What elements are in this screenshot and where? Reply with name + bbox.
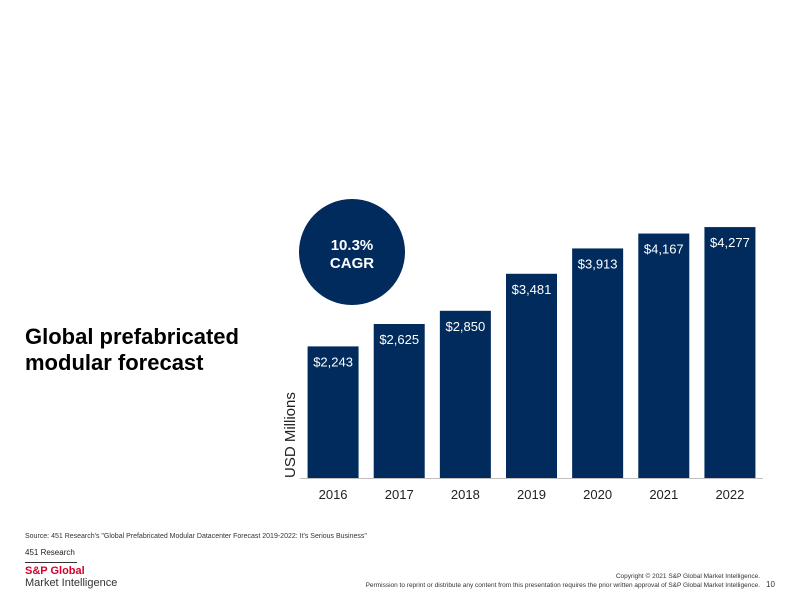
bar-2016 (307, 346, 359, 478)
data-label: $4,277 (710, 235, 750, 250)
bar-chart: $2,243 2016 $2,625 2017 $2,850 2018 $3,481 2019… (282, 199, 763, 502)
data-label: $2,625 (379, 332, 419, 347)
copyright-text: Copyright © 2021 S&P Global Market Intel… (615, 573, 760, 580)
x-tick-label: 2019 (517, 487, 546, 502)
data-label: $3,481 (512, 282, 552, 297)
research-label: 451 Research (25, 548, 75, 557)
bar-2021 (638, 233, 690, 478)
cagr-badge: 10.3% CAGR (299, 199, 405, 305)
data-label: $4,167 (644, 242, 684, 257)
permission-text: Permission to reprint or distribute any … (365, 582, 760, 589)
page-number: 10 (766, 580, 775, 589)
y-axis-label: USD Millions (282, 392, 299, 478)
bars-group: $2,243 2016 $2,625 2017 $2,850 2018 $3,481 2019… (307, 227, 756, 502)
x-tick-label: 2021 (649, 487, 678, 502)
x-tick-label: 2016 (319, 487, 348, 502)
bar-2019 (506, 273, 557, 478)
data-label: $2,243 (313, 354, 353, 369)
bar-2022 (704, 227, 756, 478)
sp-global-logo: S&P Global Market Intelligence (25, 562, 117, 590)
source-note: Source: 451 Research's "Global Prefabric… (25, 533, 367, 540)
data-label: $3,913 (578, 256, 618, 271)
x-tick-label: 2018 (451, 487, 480, 502)
x-tick-label: 2020 (583, 487, 612, 502)
bar-2017 (373, 324, 425, 478)
copyright-notice: Copyright © 2021 S&P Global Market Intel… (366, 572, 760, 590)
x-tick-label: 2017 (385, 487, 414, 502)
cagr-circle (299, 199, 405, 305)
logo-line-2: Market Intelligence (25, 577, 118, 589)
title-line-1: Global prefabricated (25, 324, 239, 349)
x-tick-label: 2022 (715, 487, 744, 502)
data-label: $2,850 (445, 319, 485, 334)
bar-2020 (572, 248, 624, 478)
cagr-label: CAGR (330, 255, 374, 272)
slide-title: Global prefabricated modular forecast (25, 324, 239, 376)
logo-line-1: S&P Global (25, 565, 85, 577)
cagr-value: 10.3% (331, 237, 374, 254)
title-line-2: modular forecast (25, 350, 204, 375)
bar-2018 (439, 310, 491, 478)
